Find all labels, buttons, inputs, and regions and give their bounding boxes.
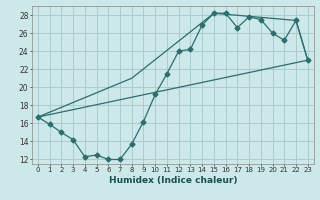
X-axis label: Humidex (Indice chaleur): Humidex (Indice chaleur): [108, 176, 237, 185]
